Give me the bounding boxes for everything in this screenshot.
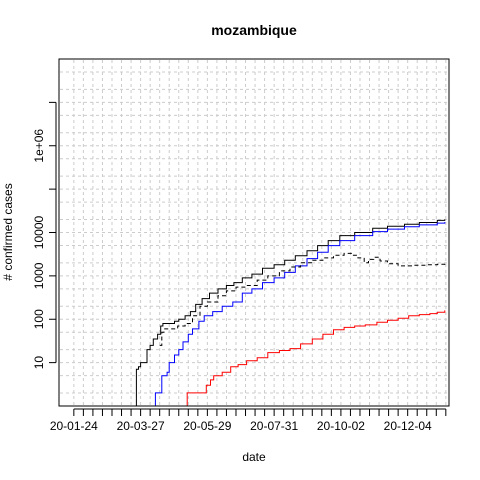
x-tick-label: 20-01-24 (50, 419, 98, 433)
series-line-1 (135, 219, 446, 407)
x-tick-label: 20-07-31 (250, 419, 298, 433)
chart-title: mozambique (211, 22, 297, 38)
x-axis-label: date (242, 450, 266, 464)
grid (60, 58, 448, 407)
plot-frame (58, 58, 450, 407)
x-tick-label: 20-12-04 (384, 419, 432, 433)
series-line-2 (147, 222, 446, 407)
y-tick-label: 1000 (32, 262, 46, 289)
axes: 20-01-24 20-03-27 20-05-29 20-07-31 20-10-02… (32, 101, 447, 433)
series-line-4 (186, 310, 446, 406)
y-axis-label: # confirmed cases (1, 183, 15, 280)
y-tick-label: 100 (32, 309, 46, 329)
series-line-3 (159, 252, 446, 346)
x-tick-label: 20-03-27 (117, 419, 165, 433)
x-tick-label: 20-10-02 (317, 419, 365, 433)
y-tick-label: 10 (32, 356, 46, 370)
x-tick-label: 20-05-29 (183, 419, 231, 433)
y-tick-label: 10000 (32, 215, 46, 249)
series-layer (135, 219, 446, 407)
y-tick-label: 1e+06 (32, 129, 46, 163)
